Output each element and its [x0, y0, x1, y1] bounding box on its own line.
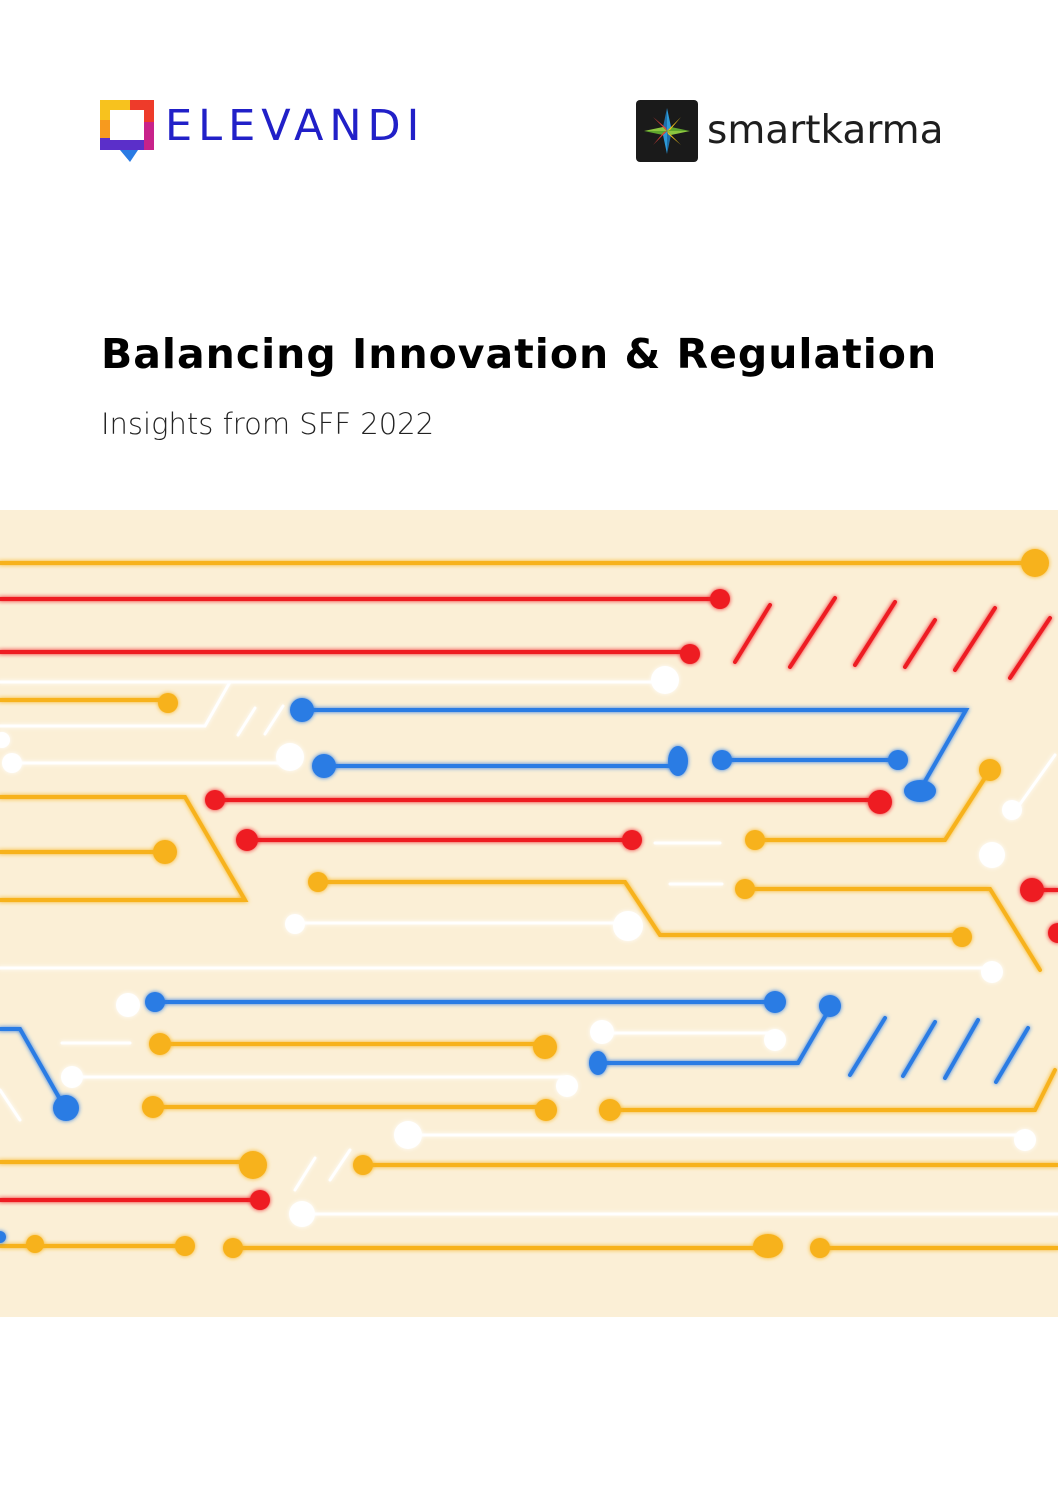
- smartkarma-star-icon: [636, 100, 698, 162]
- elevandi-mark-icon: [100, 100, 154, 162]
- smartkarma-logo: smartkarma: [636, 100, 966, 164]
- elevandi-logo: ELEVANDI: [100, 100, 450, 164]
- report-subtitle: Insights from SFF 2022: [101, 407, 435, 441]
- circuit-artwork: [0, 510, 1058, 1317]
- smartkarma-wordmark: smartkarma: [707, 108, 944, 153]
- circuit-illustration: [0, 549, 1058, 1258]
- elevandi-wordmark: ELEVANDI: [165, 101, 426, 151]
- report-title: Balancing Innovation & Regulation: [101, 330, 938, 378]
